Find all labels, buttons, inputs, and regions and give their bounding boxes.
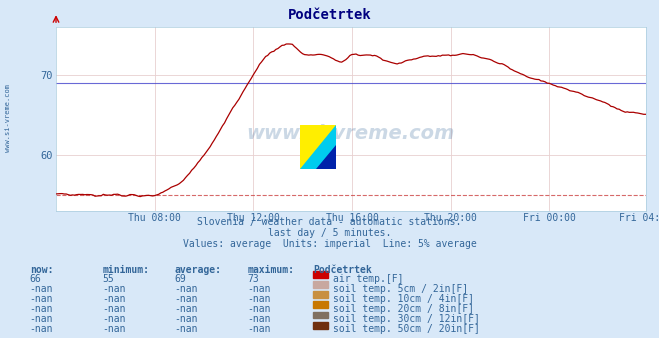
Text: maximum:: maximum:: [247, 265, 294, 275]
Text: -nan: -nan: [175, 304, 198, 314]
Text: 66: 66: [30, 274, 42, 284]
Text: 69: 69: [175, 274, 186, 284]
Text: minimum:: minimum:: [102, 265, 149, 275]
Text: soil temp. 10cm / 4in[F]: soil temp. 10cm / 4in[F]: [333, 294, 474, 304]
Text: now:: now:: [30, 265, 53, 275]
Text: -nan: -nan: [247, 324, 271, 335]
Polygon shape: [300, 125, 336, 169]
Text: air temp.[F]: air temp.[F]: [333, 274, 403, 284]
Text: soil temp. 20cm / 8in[F]: soil temp. 20cm / 8in[F]: [333, 304, 474, 314]
Text: -nan: -nan: [102, 314, 126, 324]
Text: soil temp. 30cm / 12in[F]: soil temp. 30cm / 12in[F]: [333, 314, 480, 324]
Text: -nan: -nan: [247, 304, 271, 314]
Polygon shape: [300, 125, 336, 169]
Text: Podčetrtek: Podčetrtek: [287, 8, 372, 22]
Text: -nan: -nan: [30, 314, 53, 324]
Text: -nan: -nan: [175, 324, 198, 335]
Text: -nan: -nan: [30, 324, 53, 335]
Polygon shape: [316, 145, 336, 169]
Text: -nan: -nan: [175, 284, 198, 294]
Text: soil temp. 50cm / 20in[F]: soil temp. 50cm / 20in[F]: [333, 324, 480, 335]
Text: -nan: -nan: [30, 284, 53, 294]
Text: Slovenia / weather data - automatic stations.: Slovenia / weather data - automatic stat…: [197, 217, 462, 227]
Text: -nan: -nan: [102, 304, 126, 314]
Text: Values: average  Units: imperial  Line: 5% average: Values: average Units: imperial Line: 5%…: [183, 239, 476, 249]
Text: 73: 73: [247, 274, 259, 284]
Text: average:: average:: [175, 265, 221, 275]
Text: -nan: -nan: [175, 294, 198, 304]
Text: -nan: -nan: [30, 294, 53, 304]
Text: -nan: -nan: [102, 284, 126, 294]
Text: -nan: -nan: [175, 314, 198, 324]
Text: -nan: -nan: [30, 304, 53, 314]
Text: -nan: -nan: [247, 294, 271, 304]
Text: 55: 55: [102, 274, 114, 284]
Text: www.si-vreme.com: www.si-vreme.com: [5, 84, 11, 152]
Text: -nan: -nan: [102, 294, 126, 304]
Text: -nan: -nan: [247, 314, 271, 324]
Text: -nan: -nan: [102, 324, 126, 335]
Text: Podčetrtek: Podčetrtek: [313, 265, 372, 275]
Text: last day / 5 minutes.: last day / 5 minutes.: [268, 228, 391, 238]
Text: soil temp. 5cm / 2in[F]: soil temp. 5cm / 2in[F]: [333, 284, 468, 294]
Text: -nan: -nan: [247, 284, 271, 294]
Text: www.si-vreme.com: www.si-vreme.com: [246, 124, 455, 143]
